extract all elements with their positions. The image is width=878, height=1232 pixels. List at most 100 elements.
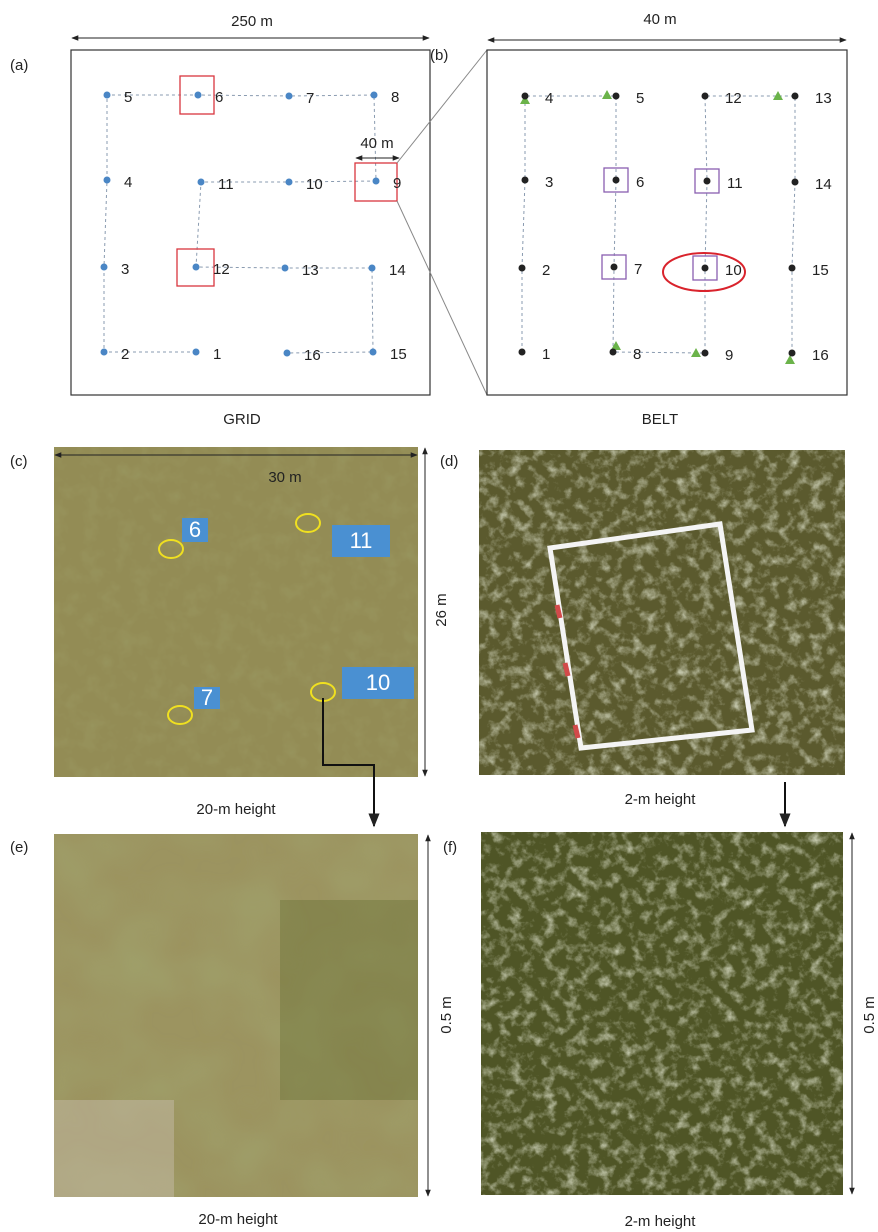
direction-marker [602, 90, 612, 99]
point-label: 4 [124, 174, 132, 191]
point-label: 8 [633, 346, 641, 363]
tag-label: 7 [201, 685, 213, 710]
sample-point [101, 349, 108, 356]
panel-label: (d) [440, 453, 458, 470]
point-label: 6 [215, 89, 223, 106]
point-label: 11 [218, 176, 234, 193]
panel-label: (a) [10, 57, 28, 74]
dimension-label: 0.5 m [438, 996, 455, 1034]
sample-point [369, 265, 376, 272]
point-label: 13 [815, 90, 832, 107]
sample-point [519, 265, 526, 272]
plot-tag: 11 [332, 525, 390, 557]
sample-point [611, 264, 618, 271]
point-label: 16 [812, 347, 829, 364]
point-label: 10 [725, 262, 742, 279]
point-label: 3 [121, 261, 129, 278]
figure: (a) 250 m 12345678910111213141516 40 m G… [0, 0, 878, 1232]
sample-point [792, 179, 799, 186]
zoom-line [397, 201, 487, 395]
sample-point [792, 93, 799, 100]
dimension-label: 0.5 m [861, 996, 878, 1034]
sample-point [284, 350, 291, 357]
panel-label: (c) [10, 453, 28, 470]
point-label: 9 [393, 175, 401, 192]
sample-point [522, 177, 529, 184]
point-label: 1 [542, 346, 550, 363]
panel-label: (e) [10, 839, 28, 856]
point-label: 10 [306, 176, 323, 193]
plot-tag: 6 [182, 517, 208, 542]
sample-point [373, 178, 380, 185]
sample-point [522, 93, 529, 100]
point-label: 4 [545, 90, 553, 107]
tag-label: 6 [189, 517, 201, 542]
point-label: 3 [545, 174, 553, 191]
plot-tag: 7 [194, 685, 220, 710]
point-label: 15 [390, 346, 407, 363]
caption: 20-m height [198, 1211, 278, 1228]
sample-point [613, 177, 620, 184]
direction-marker [691, 348, 701, 357]
ground-photo [479, 450, 845, 775]
panel-label: (f) [443, 839, 457, 856]
dimension-label: 30 m [268, 469, 301, 486]
caption: 20-m height [196, 801, 276, 818]
sample-point [702, 350, 709, 357]
sample-point [370, 349, 377, 356]
sample-point [702, 265, 709, 272]
point-label: 7 [306, 90, 314, 107]
sample-point [282, 265, 289, 272]
point-label: 13 [302, 262, 319, 279]
sample-point [195, 92, 202, 99]
point-label: 14 [389, 262, 406, 279]
panel-label: (b) [430, 47, 448, 64]
sample-point [193, 349, 200, 356]
point-label: 5 [636, 90, 644, 107]
point-label: 7 [634, 261, 642, 278]
point-label: 11 [727, 175, 743, 192]
sample-point [789, 265, 796, 272]
caption: BELT [642, 411, 678, 428]
dimension-label: 26 m [433, 593, 450, 626]
point-label: 15 [812, 262, 829, 279]
sample-point [702, 93, 709, 100]
point-label: 9 [725, 347, 733, 364]
route [522, 96, 795, 353]
point-label: 2 [121, 346, 129, 363]
route [104, 95, 376, 353]
point-label: 5 [124, 89, 132, 106]
dimension-label: 40 m [360, 135, 393, 152]
point-label: 12 [725, 90, 742, 107]
point-label: 14 [815, 176, 832, 193]
sample-point [193, 264, 200, 271]
sample-point [104, 177, 111, 184]
dimension-label: 250 m [231, 13, 273, 30]
sample-point [610, 349, 617, 356]
sample-point [371, 92, 378, 99]
sample-point [104, 92, 111, 99]
sample-point [704, 178, 711, 185]
point-label: 12 [213, 261, 230, 278]
sample-point [198, 179, 205, 186]
direction-marker [785, 355, 795, 364]
tag-label: 11 [350, 528, 373, 553]
tag-label: 10 [366, 670, 390, 695]
sample-point [101, 264, 108, 271]
aerial-photo [54, 447, 418, 777]
belt-frame [487, 50, 847, 395]
point-label: 8 [391, 89, 399, 106]
sample-point [286, 93, 293, 100]
caption: 2-m height [625, 1213, 697, 1230]
zoom-line [397, 50, 487, 163]
sample-point [286, 179, 293, 186]
plot-tag: 10 [342, 667, 414, 699]
sample-point [789, 350, 796, 357]
sample-point [519, 349, 526, 356]
point-label: 6 [636, 174, 644, 191]
sample-point [613, 93, 620, 100]
point-label: 16 [304, 347, 321, 364]
ground-photo [481, 832, 843, 1195]
